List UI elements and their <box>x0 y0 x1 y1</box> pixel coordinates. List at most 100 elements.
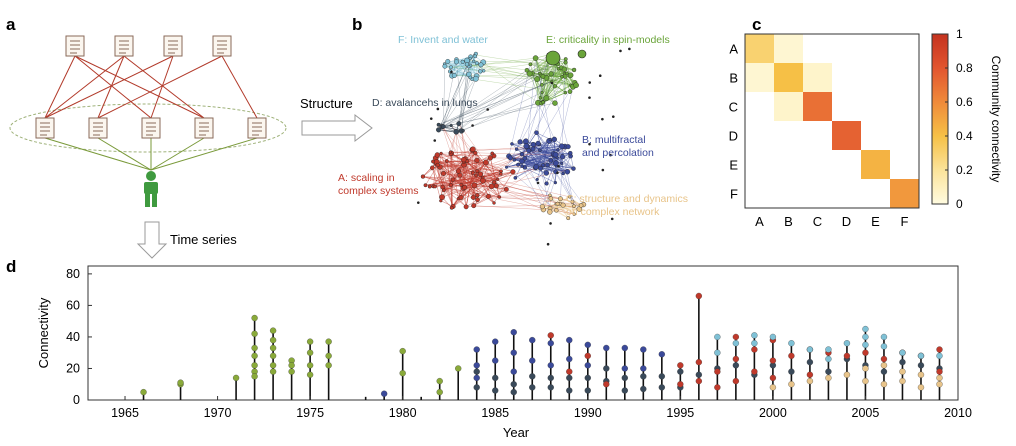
community-label-a: A: scaling in <box>338 172 395 184</box>
network-node <box>572 212 576 216</box>
network-node <box>460 59 465 64</box>
network-edge <box>488 196 584 205</box>
network-node <box>552 84 558 89</box>
network-node <box>449 205 454 210</box>
author-link <box>97 137 152 171</box>
network-node <box>526 148 532 154</box>
network-edge <box>550 205 582 209</box>
network-edge <box>437 164 478 196</box>
network-node <box>535 140 541 146</box>
network-node <box>530 141 536 148</box>
y-tick-label: 60 <box>66 298 80 312</box>
community-label-f: F: Invent and water <box>398 34 488 46</box>
network-node <box>541 163 546 168</box>
network-edge <box>549 208 569 219</box>
network-node <box>538 148 542 153</box>
network-node <box>556 148 560 152</box>
network-edge <box>551 81 569 147</box>
x-tick-label: 1985 <box>481 406 509 420</box>
network-node <box>475 197 480 203</box>
network-edge <box>461 64 468 132</box>
network-node <box>536 181 540 185</box>
data-point <box>751 346 758 353</box>
heatmap-col-label: D <box>842 214 851 229</box>
data-point <box>269 352 277 360</box>
network-node <box>492 180 497 185</box>
network-node <box>472 75 479 82</box>
network-node <box>473 150 478 156</box>
data-point <box>751 332 758 339</box>
data-point <box>880 343 888 350</box>
network-edge <box>450 66 484 72</box>
network-edge <box>450 159 515 186</box>
data-point <box>677 381 684 388</box>
network-node <box>497 195 502 199</box>
data-point <box>788 340 795 347</box>
network-edge <box>441 146 528 154</box>
data-point <box>825 355 832 363</box>
data-point <box>621 365 628 372</box>
x-axis-label: Year <box>503 425 530 440</box>
network-edge <box>438 58 471 130</box>
network-edge <box>433 160 448 187</box>
data-point <box>917 352 925 360</box>
network-node <box>601 117 604 121</box>
network-edge <box>537 102 563 157</box>
citation-link <box>97 55 223 119</box>
data-point <box>695 371 703 378</box>
network-node <box>522 165 527 170</box>
heatmap-cell <box>803 34 832 63</box>
network-node <box>436 107 440 111</box>
heatmap-row-label: E <box>729 158 738 173</box>
network-edge <box>458 102 544 124</box>
network-edge <box>482 173 501 178</box>
network-edge <box>437 154 494 157</box>
network-node <box>520 164 524 168</box>
data-point <box>880 333 888 341</box>
network-node <box>474 173 478 178</box>
network-edge <box>476 75 538 80</box>
network-edge <box>443 161 464 191</box>
network-edge <box>461 130 474 198</box>
network-edge <box>524 167 547 174</box>
network-node <box>496 177 500 181</box>
heatmap-cell <box>861 121 890 150</box>
network-node <box>611 115 615 118</box>
network-node <box>540 74 546 79</box>
network-edge <box>461 56 471 132</box>
network-edge <box>555 171 580 210</box>
colorbar-tick-label: 0.8 <box>956 61 973 75</box>
network-edge <box>443 173 460 176</box>
network-node <box>448 150 453 154</box>
network-node <box>567 72 574 78</box>
heatmap-col-label: C <box>813 214 822 229</box>
data-point <box>936 352 943 360</box>
data-point <box>510 381 517 388</box>
network-node <box>510 142 514 146</box>
network-node <box>470 146 476 153</box>
network-edge <box>438 70 528 131</box>
data-point <box>269 344 277 352</box>
heatmap-cell <box>745 179 774 208</box>
network-edge <box>450 184 561 199</box>
network-edge <box>451 132 457 154</box>
data-point <box>695 377 703 385</box>
data-point <box>732 333 740 341</box>
network-node <box>556 67 561 71</box>
x-tick-label: 1965 <box>111 406 139 420</box>
heatmap-row-label: C <box>729 100 738 115</box>
data-point <box>492 338 499 345</box>
y-tick-label: 80 <box>66 267 80 281</box>
network-node <box>435 162 440 168</box>
network-node <box>548 71 554 77</box>
network-edge <box>546 146 569 174</box>
network-edge <box>490 157 500 198</box>
community-label-d: D: avalancehs in lungs <box>372 97 478 109</box>
network-node <box>548 196 554 201</box>
network-node <box>522 138 529 145</box>
heatmap-cell <box>832 92 861 121</box>
network-node <box>568 195 572 199</box>
heatmap-cell <box>774 121 803 150</box>
